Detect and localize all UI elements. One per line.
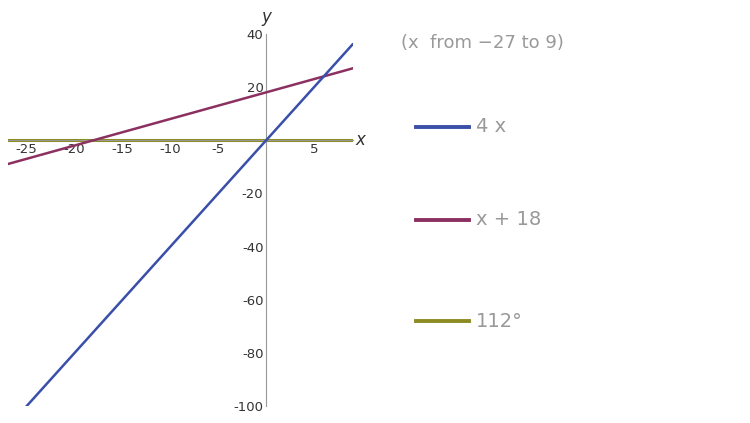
Text: 4 x: 4 x [476, 118, 506, 136]
Text: 112°: 112° [476, 312, 524, 331]
Text: x + 18: x + 18 [476, 211, 542, 229]
Text: (x  from −27 to 9): (x from −27 to 9) [401, 34, 564, 52]
Text: x: x [356, 131, 365, 149]
Text: y: y [261, 8, 272, 26]
